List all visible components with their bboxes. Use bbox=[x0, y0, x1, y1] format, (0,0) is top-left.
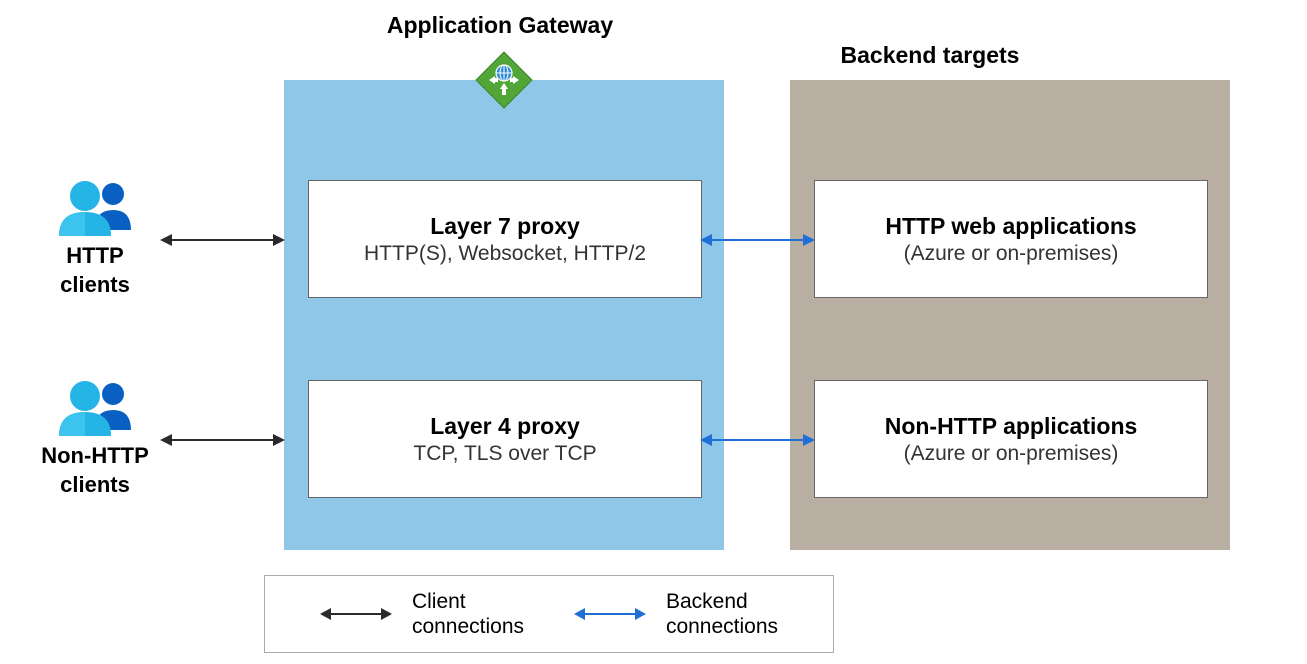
legend-backend-label: Backend connections bbox=[666, 589, 778, 639]
layer4-title: Layer 4 proxy bbox=[319, 413, 691, 440]
http-backend-box: HTTP web applications (Azure or on-premi… bbox=[814, 180, 1208, 298]
nonhttp-clients-label: Non-HTTP clients bbox=[30, 442, 160, 499]
app-gateway-icon bbox=[475, 51, 533, 109]
legend-client-label: Client connections bbox=[412, 589, 524, 639]
client-arrow-1 bbox=[160, 230, 285, 250]
legend-backend: Backend connections bbox=[574, 589, 778, 639]
users-icon bbox=[53, 178, 138, 238]
backend-arrow-2 bbox=[700, 430, 815, 450]
double-arrow-black-icon bbox=[320, 604, 392, 624]
legend-client: Client connections bbox=[320, 589, 524, 639]
http-clients-label: HTTP clients bbox=[30, 242, 160, 299]
legend: Client connections Backend connections bbox=[264, 575, 834, 653]
client-arrow-2 bbox=[160, 430, 285, 450]
double-arrow-blue-icon bbox=[574, 604, 646, 624]
http-clients-group: HTTP clients bbox=[30, 178, 160, 299]
layer7-title: Layer 7 proxy bbox=[319, 213, 691, 240]
layer4-sub: TCP, TLS over TCP bbox=[319, 442, 691, 466]
nonhttp-backend-sub: (Azure or on-premises) bbox=[825, 442, 1197, 466]
backend-arrow-1 bbox=[700, 230, 815, 250]
layer7-proxy-box: Layer 7 proxy HTTP(S), Websocket, HTTP/2 bbox=[308, 180, 702, 298]
backend-title: Backend targets bbox=[800, 42, 1060, 69]
layer7-sub: HTTP(S), Websocket, HTTP/2 bbox=[319, 242, 691, 266]
users-icon bbox=[53, 378, 138, 438]
gateway-title: Application Gateway bbox=[370, 12, 630, 39]
architecture-diagram: Application Gateway Backend targets HTTP… bbox=[0, 0, 1307, 664]
nonhttp-backend-box: Non-HTTP applications (Azure or on-premi… bbox=[814, 380, 1208, 498]
nonhttp-backend-title: Non-HTTP applications bbox=[825, 413, 1197, 440]
layer4-proxy-box: Layer 4 proxy TCP, TLS over TCP bbox=[308, 380, 702, 498]
nonhttp-clients-group: Non-HTTP clients bbox=[30, 378, 160, 499]
http-backend-title: HTTP web applications bbox=[825, 213, 1197, 240]
http-backend-sub: (Azure or on-premises) bbox=[825, 242, 1197, 266]
